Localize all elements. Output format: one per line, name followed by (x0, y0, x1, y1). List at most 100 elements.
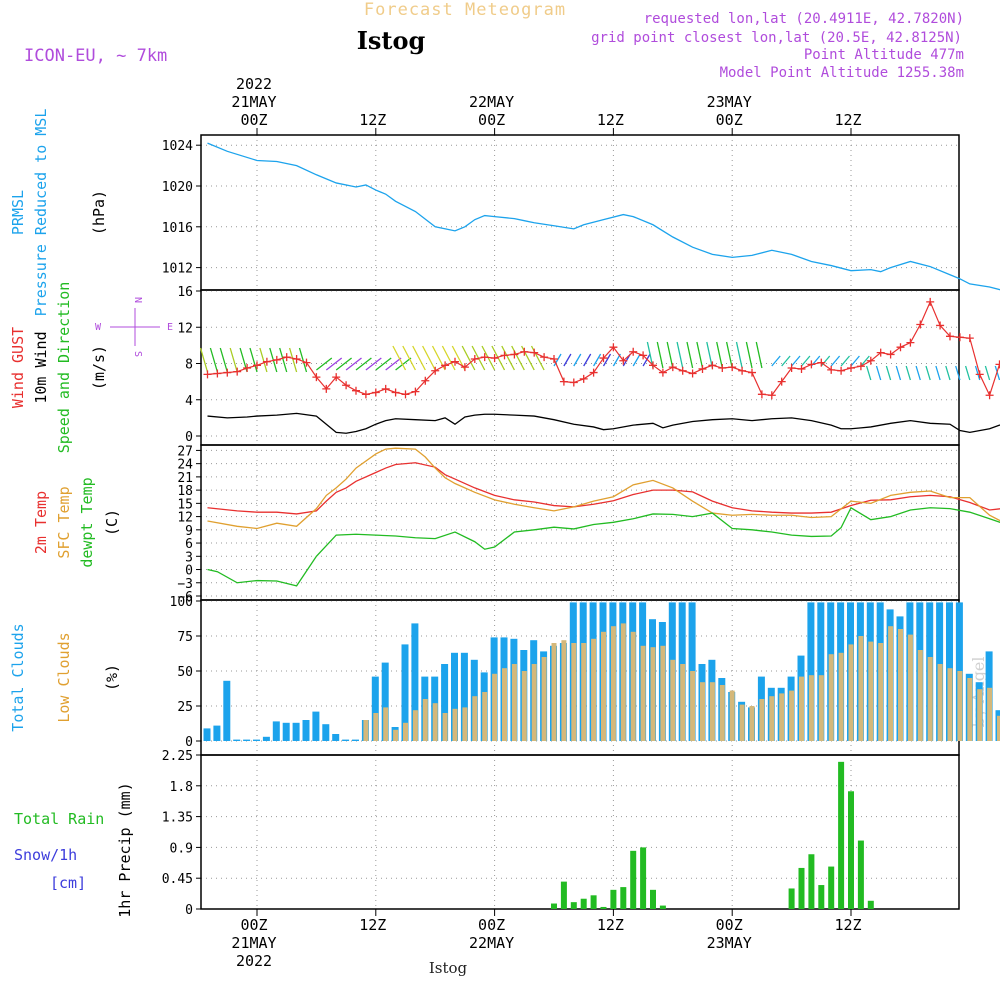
total-cloud-bar (342, 739, 350, 741)
wind-direction-arrow (345, 357, 362, 371)
info-line-2: grid point closest lon,lat (20.5E, 42.81… (591, 30, 962, 46)
y-tick-label: 0.45 (162, 872, 193, 887)
gust-marker (668, 363, 677, 372)
wind-direction-arrow (229, 347, 238, 373)
y-tick-label: 0 (185, 564, 193, 579)
top-time-label: 00Z (478, 111, 505, 129)
wind-direction-arrow (385, 357, 402, 371)
rain-bar (580, 898, 587, 909)
gust-marker (480, 353, 489, 362)
gust-marker (678, 366, 687, 375)
bottom-time-label: 12Z (359, 916, 386, 934)
total-cloud-bar (282, 722, 290, 741)
gust-marker (322, 384, 331, 393)
low-cloud-bar (977, 689, 983, 741)
panel-frame (200, 134, 960, 291)
low-cloud-bar (511, 664, 517, 741)
axis-title: 1hr Precip (mm) (116, 782, 134, 917)
top-time-label: 2022 (236, 75, 272, 93)
gust-marker (926, 297, 935, 306)
total-cloud-bar (352, 739, 359, 741)
low-cloud-bar (719, 685, 725, 741)
gust-marker (965, 334, 974, 343)
wind-direction-arrow (840, 355, 850, 367)
gust-marker (500, 351, 509, 360)
wind-direction-arrow (521, 345, 535, 371)
gust-marker (431, 366, 440, 375)
wind-direction-arrow (501, 345, 515, 371)
panel-frame (200, 754, 960, 910)
gust-marker (559, 377, 568, 386)
wind-direction-arrow (632, 353, 641, 367)
y-tick-label: 6 (185, 537, 193, 552)
low-cloud-bar (898, 629, 903, 741)
gust-marker (352, 386, 360, 395)
wind-direction-arrow (925, 365, 931, 381)
wind-direction-arrow (676, 341, 684, 369)
low-cloud-bar (630, 631, 636, 741)
rain-bar (788, 888, 795, 909)
bottom-time-label: 00Z (716, 916, 743, 934)
plot-area: 10121016102010240481216−6−30369121518212… (9, 75, 1000, 970)
wind-direction-arrow (994, 365, 1000, 381)
wind-direction-arrow (955, 365, 961, 381)
gust-marker (708, 361, 717, 370)
gust-marker (639, 351, 648, 360)
info-line-3: Point Altitude 477m (804, 47, 964, 63)
wind-direction-arrow (593, 353, 602, 367)
rain-bar (818, 885, 825, 909)
low-cloud-bar (403, 722, 408, 741)
low-cloud-bar (442, 713, 448, 741)
low-cloud-bar (690, 671, 696, 741)
low-cloud-bar (591, 638, 597, 741)
gust-marker (886, 350, 895, 359)
axis-title: (%) (103, 664, 121, 691)
info-line-1: requested lon,lat (20.4911E, 42.7820N) (644, 11, 964, 27)
gust-marker (312, 373, 321, 382)
wind-direction-arrow (279, 347, 288, 373)
total-cloud-bar (203, 728, 211, 741)
y-tick-label: 0.9 (170, 841, 193, 856)
gust-marker (371, 388, 380, 397)
low-cloud-bar (472, 696, 478, 741)
gust-marker (777, 377, 786, 386)
gust-marker (381, 384, 390, 393)
axis-title: dewpt Temp (78, 477, 96, 567)
low-cloud-bar (878, 643, 884, 741)
gust-marker (490, 354, 499, 363)
low-cloud-bar (987, 687, 993, 741)
gust-marker (302, 358, 311, 367)
gust-marker (738, 366, 747, 375)
total-cloud-bar (411, 623, 419, 741)
y-tick-label: 1.35 (162, 811, 193, 826)
rain-bar (848, 791, 854, 909)
y-tick-label: 75 (177, 630, 193, 645)
wind-direction-arrow (583, 353, 592, 367)
axis-title: Wind GUST (9, 327, 27, 408)
top-time-label: 00Z (716, 111, 743, 129)
wind-direction-arrow (422, 345, 436, 371)
rain-bar (828, 866, 835, 909)
gust-marker (718, 364, 727, 373)
axis-title: 2m Temp (32, 491, 50, 554)
compass-n-label: N (132, 297, 143, 303)
wind-direction-arrow (964, 365, 971, 381)
low-cloud-bar (571, 643, 577, 741)
gust-marker (520, 347, 529, 356)
compass-s-label: S (132, 351, 143, 357)
gust-marker (609, 343, 618, 352)
wind-direction-arrow (865, 365, 872, 381)
low-cloud-bar (670, 659, 676, 741)
wind-direction-arrow (820, 355, 831, 367)
wind-direction-arrow (706, 341, 714, 369)
wind-direction-arrow (716, 341, 723, 369)
rain-bar (590, 895, 597, 909)
gust-marker (391, 388, 400, 397)
wind-direction-arrow (830, 355, 841, 367)
low-cloud-bar (432, 703, 438, 741)
model-label: ICON-EU, ~ 7km (24, 46, 167, 66)
wind-direction-arrow (915, 365, 921, 381)
low-cloud-bar (858, 636, 864, 741)
wind-direction-arrow (945, 365, 951, 381)
gust-marker (540, 353, 549, 362)
